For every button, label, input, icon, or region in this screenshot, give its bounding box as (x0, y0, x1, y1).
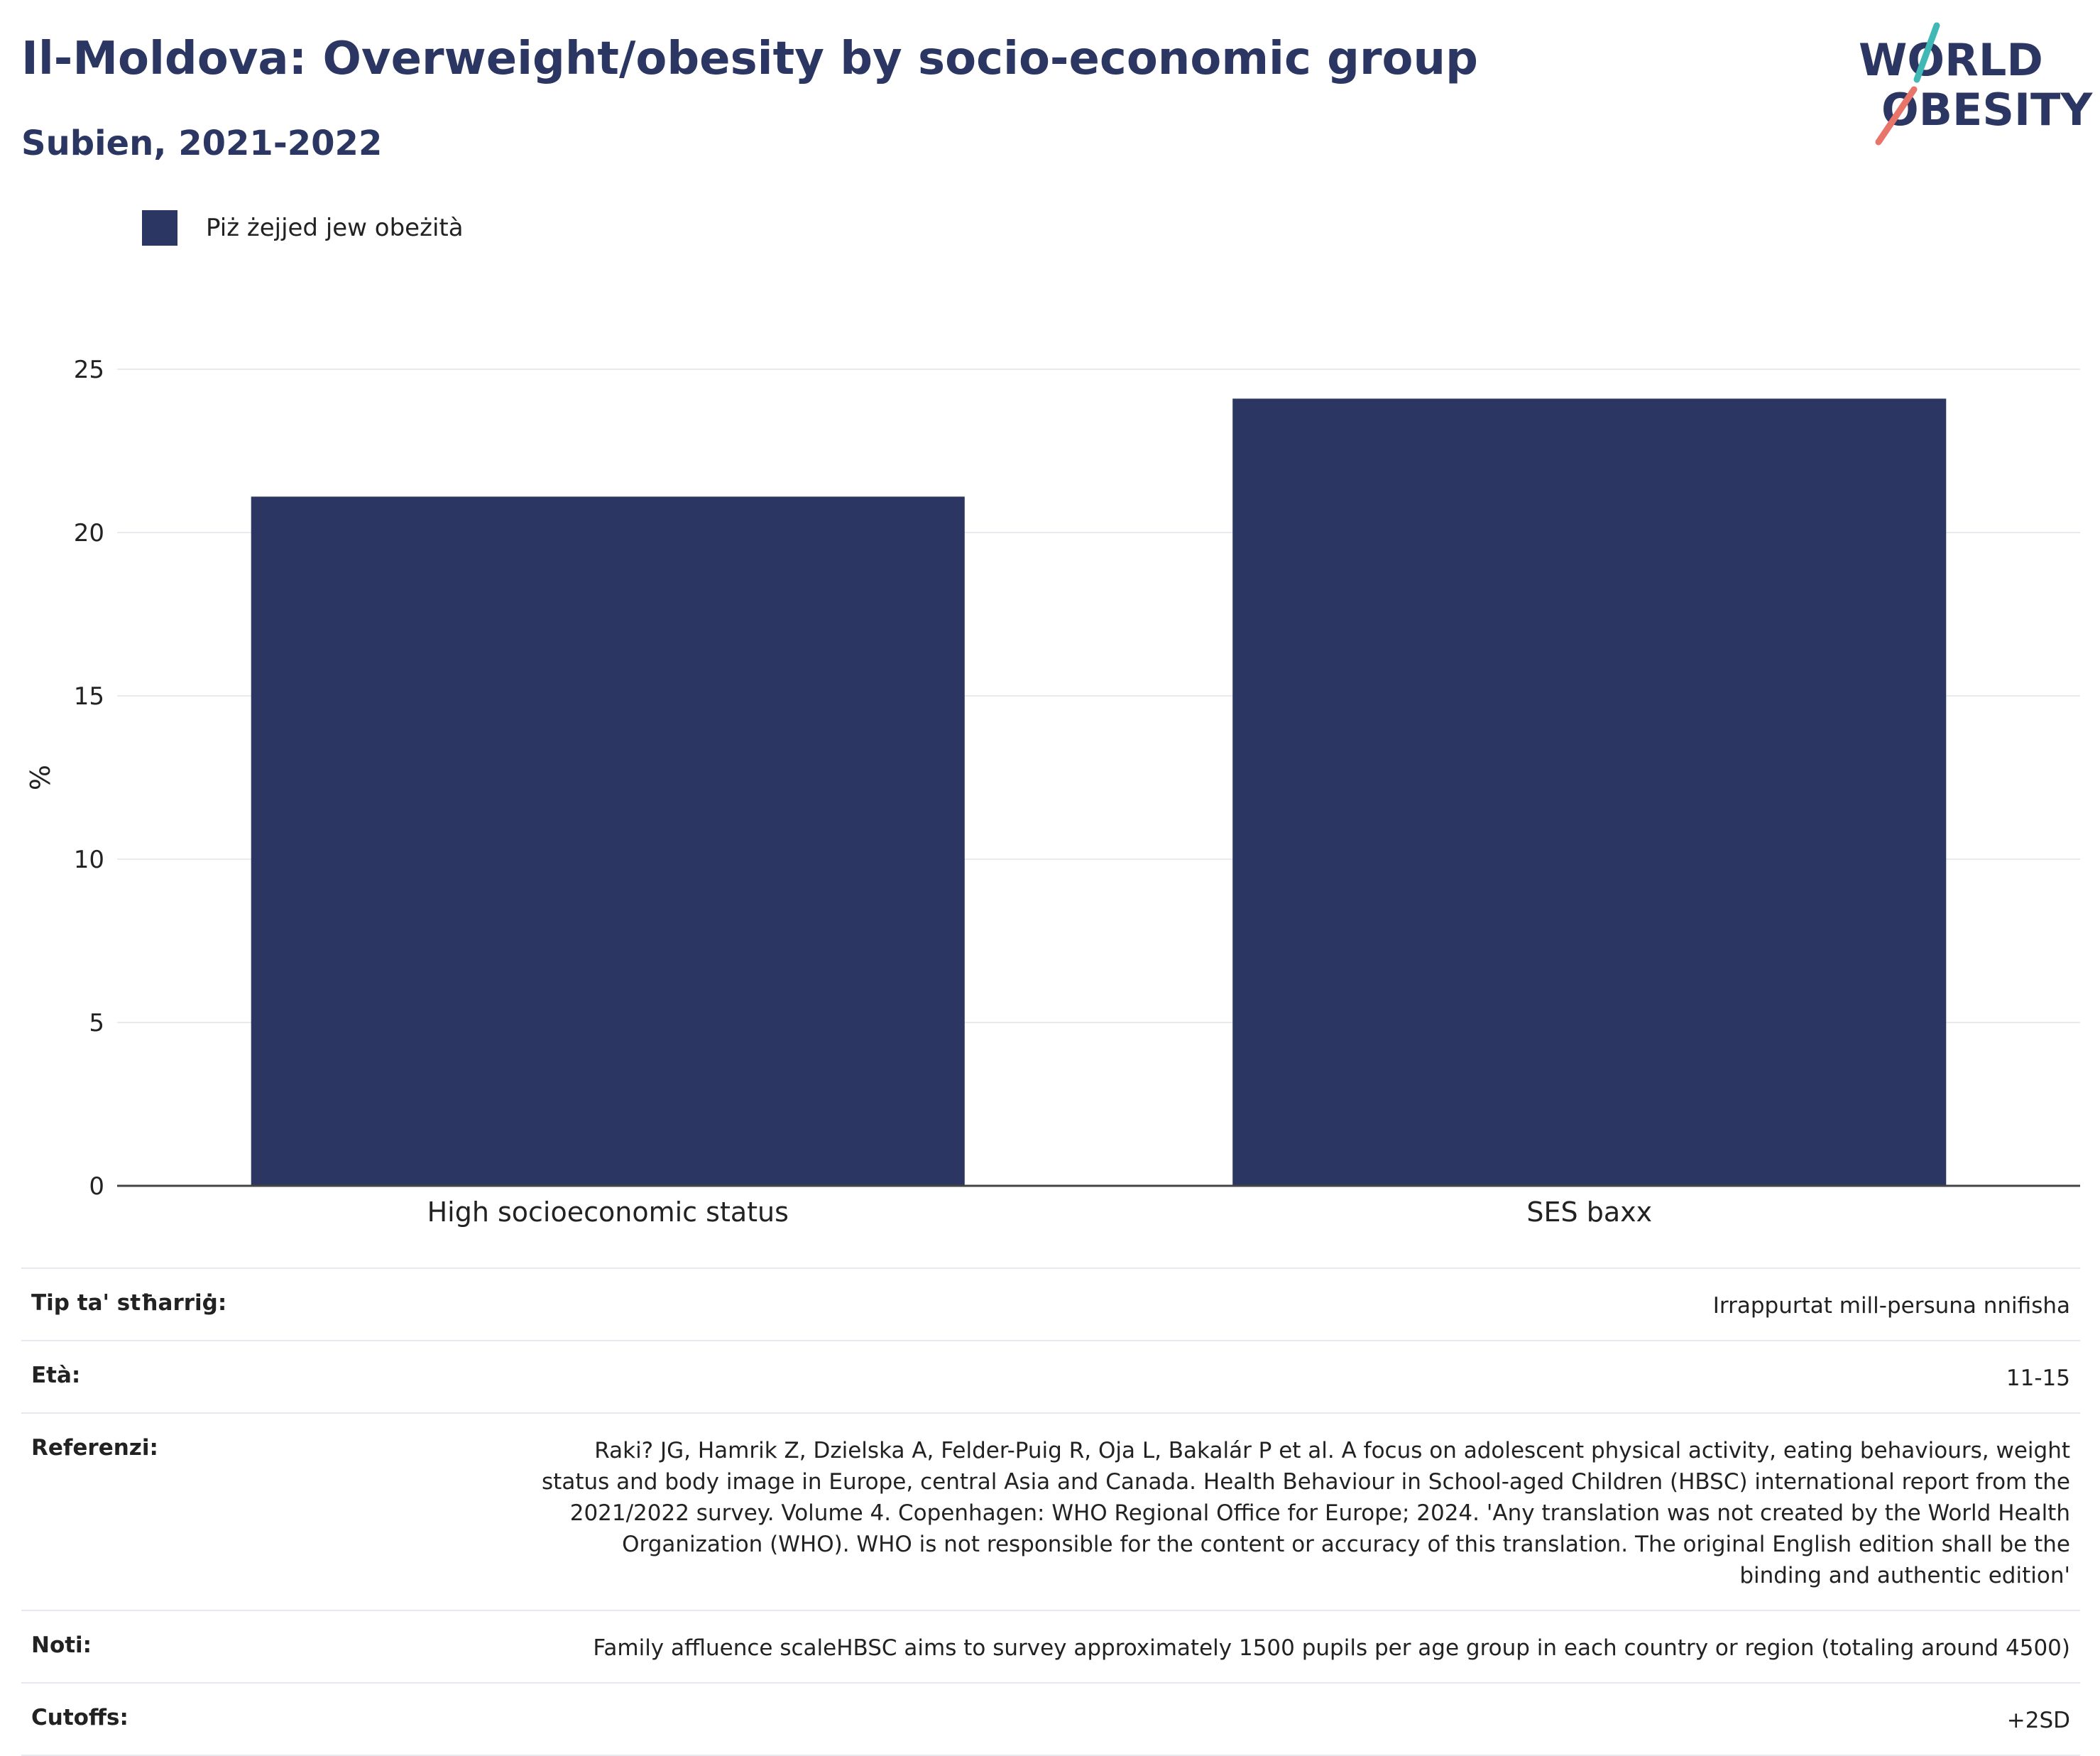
meta-label: Tip ta' stħarriġ: (31, 1290, 227, 1316)
logo-slash-coral (1875, 86, 1918, 146)
meta-value: +2SD (2006, 1708, 2070, 1733)
meta-value: Irrappurtat mill-persuna nnifisha (1712, 1293, 2070, 1319)
legend: Piż żejjed jew obeżità (142, 210, 464, 246)
meta-value: Family affluence scaleHBSC aims to surve… (593, 1635, 2070, 1661)
meta-row-survey-type: Tip ta' stħarriġ: Irrappurtat mill-persu… (21, 1267, 2080, 1340)
x-tick-label: SES baxx (1526, 1196, 1652, 1228)
y-tick-label: 15 (74, 682, 104, 711)
logo-line-2: OBESITY (1881, 84, 2093, 136)
y-tick-label: 5 (89, 1009, 104, 1037)
meta-row-notes: Noti: Family affluence scaleHBSC aims to… (21, 1610, 2080, 1682)
meta-row-cutoffs: Cutoffs: +2SD (21, 1682, 2080, 1756)
metadata-table: Tip ta' stħarriġ: Irrappurtat mill-persu… (21, 1267, 2080, 1756)
bar (1232, 398, 1947, 1186)
y-tick-label: 0 (89, 1172, 104, 1201)
meta-value: Raki? JG, Hamrik Z, Dzielska A, Felder-P… (542, 1438, 2070, 1588)
y-axis-label: % (25, 765, 56, 790)
x-tick-label: High socioeconomic status (427, 1196, 789, 1228)
chart-title: Il-Moldova: Overweight/obesity by socio-… (21, 33, 1478, 85)
logo-slash-teal (1913, 22, 1940, 83)
meta-row-age: Età: 11-15 (21, 1340, 2080, 1412)
meta-label: Noti: (31, 1632, 92, 1658)
bar-chart: 0 5 10 15 20 25% High socioeconomic status SES … (25, 356, 2080, 1228)
meta-label: Referenzi: (31, 1435, 158, 1461)
meta-label: Cutoffs: (31, 1705, 128, 1730)
y-tick-label: 25 (74, 356, 104, 384)
world-obesity-logo: WORLD OBESITY (1859, 22, 2093, 146)
meta-value: 11-15 (2006, 1365, 2070, 1391)
meta-row-references: Referenzi: Raki? JG, Hamrik Z, Dzielska … (21, 1412, 2080, 1610)
bar (251, 496, 965, 1186)
legend-label: Piż żejjed jew obeżità (206, 214, 464, 242)
y-tick-label: 20 (74, 519, 104, 547)
logo-line-1: WORLD (1859, 34, 2043, 86)
y-tick-label: 10 (74, 846, 104, 874)
legend-swatch (142, 210, 177, 246)
chart-subtitle: Subien, 2021-2022 (21, 124, 383, 163)
meta-label: Età: (31, 1363, 81, 1388)
